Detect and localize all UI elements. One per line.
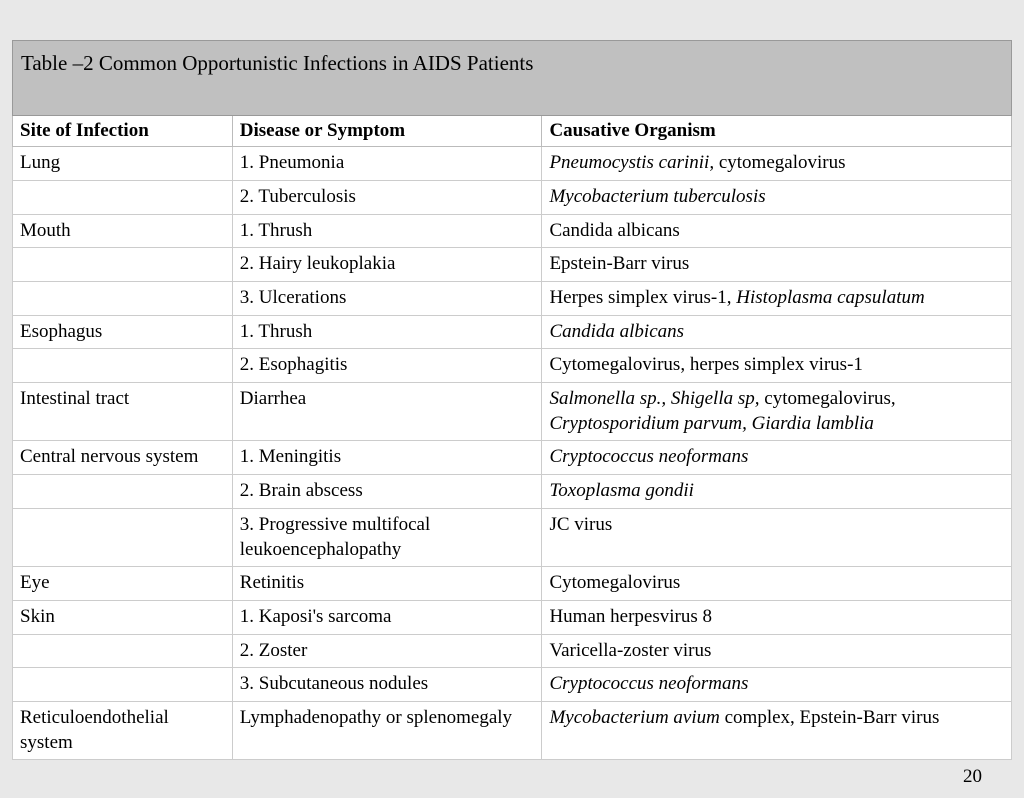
cell-organism: Cryptococcus neoformans — [542, 668, 1012, 702]
table-row: 2. EsophagitisCytomegalovirus, herpes si… — [13, 349, 1012, 383]
cell-disease: 1. Kaposi's sarcoma — [232, 600, 542, 634]
cell-organism: Salmonella sp., Shigella sp, cytomegalov… — [542, 383, 1012, 441]
cell-disease: 1. Meningitis — [232, 441, 542, 475]
cell-organism: JC virus — [542, 508, 1012, 566]
cell-site: Reticuloendothelial system — [13, 701, 233, 759]
slide-page: Table –2 Common Opportunistic Infections… — [0, 0, 1024, 798]
cell-disease: 1. Pneumonia — [232, 147, 542, 181]
header-organism: Causative Organism — [542, 116, 1012, 147]
table-row: 2. Brain abscessToxoplasma gondii — [13, 475, 1012, 509]
cell-organism: Mycobacterium tuberculosis — [542, 180, 1012, 214]
cell-organism: Human herpesvirus 8 — [542, 600, 1012, 634]
table-row: 2. ZosterVaricella-zoster virus — [13, 634, 1012, 668]
table-row: Central nervous system1. MeningitisCrypt… — [13, 441, 1012, 475]
cell-disease: 3. Subcutaneous nodules — [232, 668, 542, 702]
cell-disease: 3. Progressive multifocal leukoencephalo… — [232, 508, 542, 566]
cell-disease: Retinitis — [232, 567, 542, 601]
cell-disease: 1. Thrush — [232, 315, 542, 349]
cell-organism: Cytomegalovirus, herpes simplex virus-1 — [542, 349, 1012, 383]
infections-table: Table –2 Common Opportunistic Infections… — [12, 40, 1012, 760]
cell-site: Skin — [13, 600, 233, 634]
cell-site: Mouth — [13, 214, 233, 248]
table-row: Skin1. Kaposi's sarcomaHuman herpesvirus… — [13, 600, 1012, 634]
table-row: Reticuloendothelial systemLymphadenopath… — [13, 701, 1012, 759]
cell-site — [13, 180, 233, 214]
table-row: Mouth1. ThrushCandida albicans — [13, 214, 1012, 248]
cell-disease: 2. Hairy leukoplakia — [232, 248, 542, 282]
table-row: 3. Subcutaneous nodulesCryptococcus neof… — [13, 668, 1012, 702]
table-row: Intestinal tractDiarrheaSalmonella sp., … — [13, 383, 1012, 441]
cell-disease: Lymphadenopathy or splenomegaly — [232, 701, 542, 759]
cell-site — [13, 508, 233, 566]
header-disease: Disease or Symptom — [232, 116, 542, 147]
table-title: Table –2 Common Opportunistic Infections… — [13, 41, 1012, 116]
table-row: Esophagus1. ThrushCandida albicans — [13, 315, 1012, 349]
cell-site: Esophagus — [13, 315, 233, 349]
cell-organism: Toxoplasma gondii — [542, 475, 1012, 509]
table-row: Lung1. PneumoniaPneumocystis carinii, cy… — [13, 147, 1012, 181]
table-row: 2. TuberculosisMycobacterium tuberculosi… — [13, 180, 1012, 214]
cell-organism: Epstein-Barr virus — [542, 248, 1012, 282]
cell-disease: 2. Tuberculosis — [232, 180, 542, 214]
cell-site: Intestinal tract — [13, 383, 233, 441]
cell-disease: 2. Brain abscess — [232, 475, 542, 509]
page-number: 20 — [12, 760, 1012, 788]
cell-organism: Herpes simplex virus-1, Histoplasma caps… — [542, 282, 1012, 316]
cell-disease: Diarrhea — [232, 383, 542, 441]
cell-disease: 1. Thrush — [232, 214, 542, 248]
table-row: 3. Progressive multifocal leukoencephalo… — [13, 508, 1012, 566]
cell-disease: 3. Ulcerations — [232, 282, 542, 316]
cell-site — [13, 475, 233, 509]
cell-organism: Cytomegalovirus — [542, 567, 1012, 601]
title-row: Table –2 Common Opportunistic Infections… — [13, 41, 1012, 116]
cell-site — [13, 282, 233, 316]
table-body: Lung1. PneumoniaPneumocystis carinii, cy… — [13, 147, 1012, 760]
cell-site — [13, 248, 233, 282]
cell-site — [13, 634, 233, 668]
cell-organism: Cryptococcus neoformans — [542, 441, 1012, 475]
table-row: 3. UlcerationsHerpes simplex virus-1, Hi… — [13, 282, 1012, 316]
cell-disease: 2. Zoster — [232, 634, 542, 668]
cell-site: Lung — [13, 147, 233, 181]
cell-organism: Candida albicans — [542, 214, 1012, 248]
cell-site — [13, 668, 233, 702]
cell-site: Central nervous system — [13, 441, 233, 475]
cell-site — [13, 349, 233, 383]
cell-disease: 2. Esophagitis — [232, 349, 542, 383]
header-row: Site of Infection Disease or Symptom Cau… — [13, 116, 1012, 147]
header-site: Site of Infection — [13, 116, 233, 147]
cell-organism: Varicella-zoster virus — [542, 634, 1012, 668]
table-row: 2. Hairy leukoplakiaEpstein-Barr virus — [13, 248, 1012, 282]
cell-organism: Candida albicans — [542, 315, 1012, 349]
cell-site: Eye — [13, 567, 233, 601]
cell-organism: Pneumocystis carinii, cytomegalovirus — [542, 147, 1012, 181]
cell-organism: Mycobacterium avium complex, Epstein-Bar… — [542, 701, 1012, 759]
table-row: EyeRetinitisCytomegalovirus — [13, 567, 1012, 601]
